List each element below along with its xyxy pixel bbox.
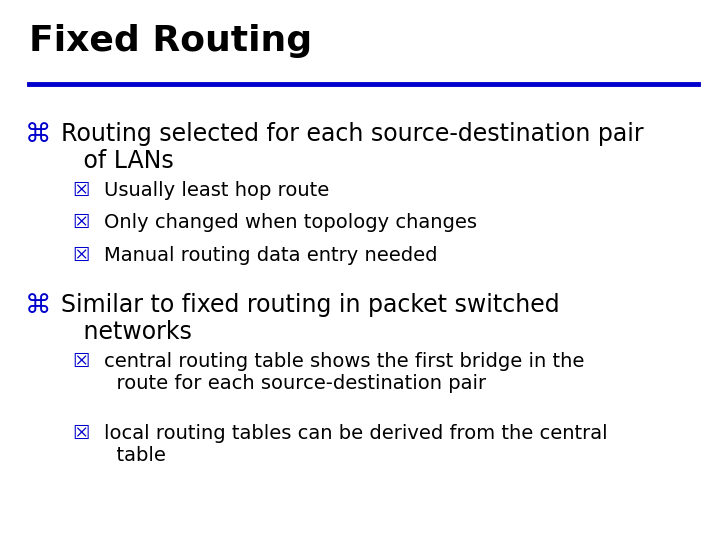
Text: Manual routing data entry needed: Manual routing data entry needed [104, 246, 438, 265]
Text: Routing selected for each source-destination pair
   of LANs: Routing selected for each source-destina… [61, 122, 644, 173]
Text: ☒: ☒ [72, 181, 89, 200]
Text: ☒: ☒ [72, 424, 89, 443]
Text: Only changed when topology changes: Only changed when topology changes [104, 213, 477, 232]
Text: ⌘: ⌘ [25, 122, 52, 147]
Text: Similar to fixed routing in packet switched
   networks: Similar to fixed routing in packet switc… [61, 293, 560, 345]
Text: ⌘: ⌘ [25, 293, 52, 319]
Text: ☒: ☒ [72, 246, 89, 265]
Text: Usually least hop route: Usually least hop route [104, 181, 330, 200]
Text: Fixed Routing: Fixed Routing [29, 24, 312, 58]
Text: central routing table shows the first bridge in the
  route for each source-dest: central routing table shows the first br… [104, 352, 585, 393]
Text: ☒: ☒ [72, 213, 89, 232]
Text: local routing tables can be derived from the central
  table: local routing tables can be derived from… [104, 424, 608, 465]
Text: ☒: ☒ [72, 352, 89, 371]
